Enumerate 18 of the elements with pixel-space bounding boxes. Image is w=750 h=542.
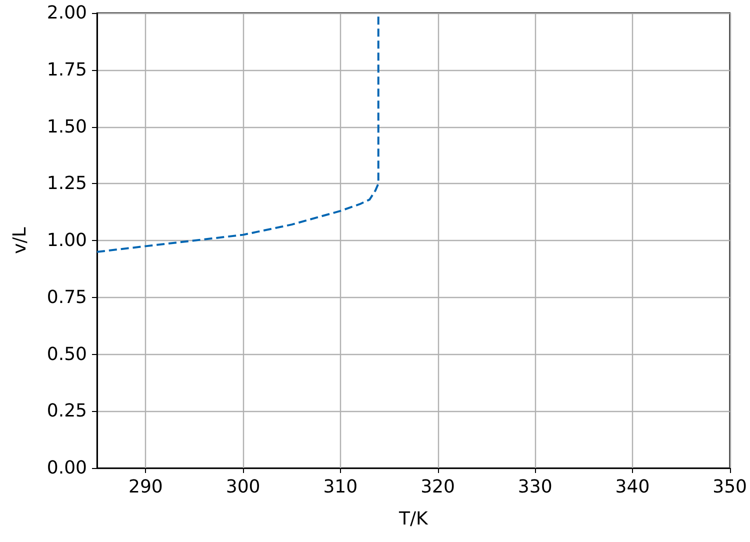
y-tick-label: 1.25 [46,173,87,194]
y-tick-label: 0.00 [46,458,87,478]
x-tick-label: 320 [420,476,455,498]
y-axis-title: v/L [10,227,30,254]
y-tick-label: 1.50 [46,116,87,138]
y-tick-label: 0.25 [46,400,87,422]
x-tick-label: 340 [615,476,650,498]
y-tick-label: 2.00 [46,2,87,24]
x-tick-label: 310 [323,476,358,498]
y-tick-label: 0.75 [46,286,87,308]
x-axis-title: T/K [398,508,430,530]
x-tick-label: 300 [226,476,260,498]
y-tick-label: 0.50 [46,344,87,365]
y-tick-label: 1.75 [46,59,87,80]
x-tick-label: 290 [128,476,163,498]
x-tick-label: 350 [712,476,747,498]
x-tick-label: 330 [518,476,552,498]
y-tick-label: 1.00 [46,230,87,251]
